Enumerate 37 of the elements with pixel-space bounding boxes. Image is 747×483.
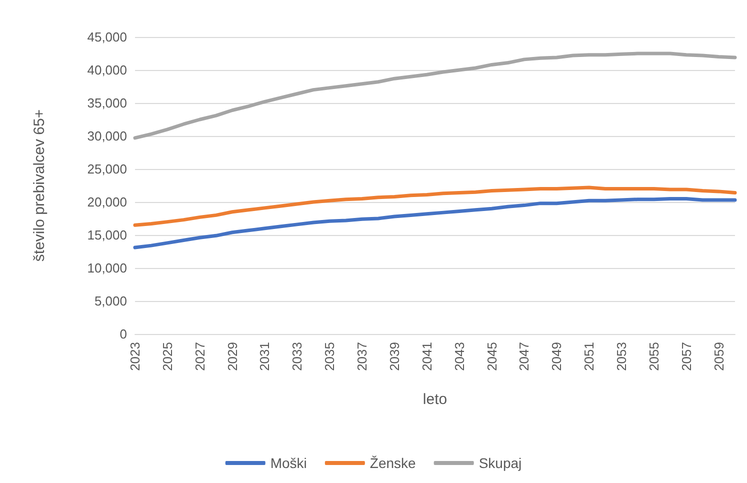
x-tick-label: 2055 [646,342,662,371]
x-tick-label: 2035 [322,342,338,371]
y-tick-label: 0 [120,326,127,342]
x-tick-label: 2059 [711,342,726,371]
legend-label: Moški [270,455,307,471]
x-tick-label: 2025 [160,342,175,371]
line-series [133,186,737,227]
x-tick-label: 2031 [257,342,272,371]
y-tick-label: 40,000 [87,62,127,78]
x-tick-label: 2057 [678,342,694,371]
y-tick-label: 25,000 [87,162,127,176]
x-tick-label: 2033 [290,342,305,371]
x-tick-label: 2029 [224,342,240,371]
y-tick-label: 5,000 [94,294,127,308]
line-series [133,196,737,250]
x-tick-label: 2027 [192,342,208,371]
x-tick-label: 2053 [614,342,629,371]
x-tick-label: 2043 [452,342,467,371]
x-tick-label: 2047 [516,342,532,371]
x-tick-label: 2041 [419,342,434,371]
y-axis-title: število prebivalcev 65+ [31,109,48,262]
y-tick-label: 45,000 [87,30,127,44]
x-tick-label: 2023 [128,342,142,371]
y-tick-label: 10,000 [87,260,127,276]
x-tick-label: 2039 [386,342,402,371]
y-tick-label: 20,000 [87,194,127,210]
y-tick-label: 35,000 [87,96,127,110]
legend-label: Skupaj [478,455,522,471]
x-axis-title: leto [422,391,448,408]
x-tick-label: 2049 [549,342,564,371]
x-tick-label: 2037 [354,342,370,371]
y-tick-label: 30,000 [87,128,127,144]
y-tick-label: 15,000 [87,228,127,242]
x-tick-label: 2051 [582,342,597,371]
legend-label: Ženske [370,455,416,471]
x-tick-label: 2045 [484,342,500,371]
line-series [133,52,737,140]
